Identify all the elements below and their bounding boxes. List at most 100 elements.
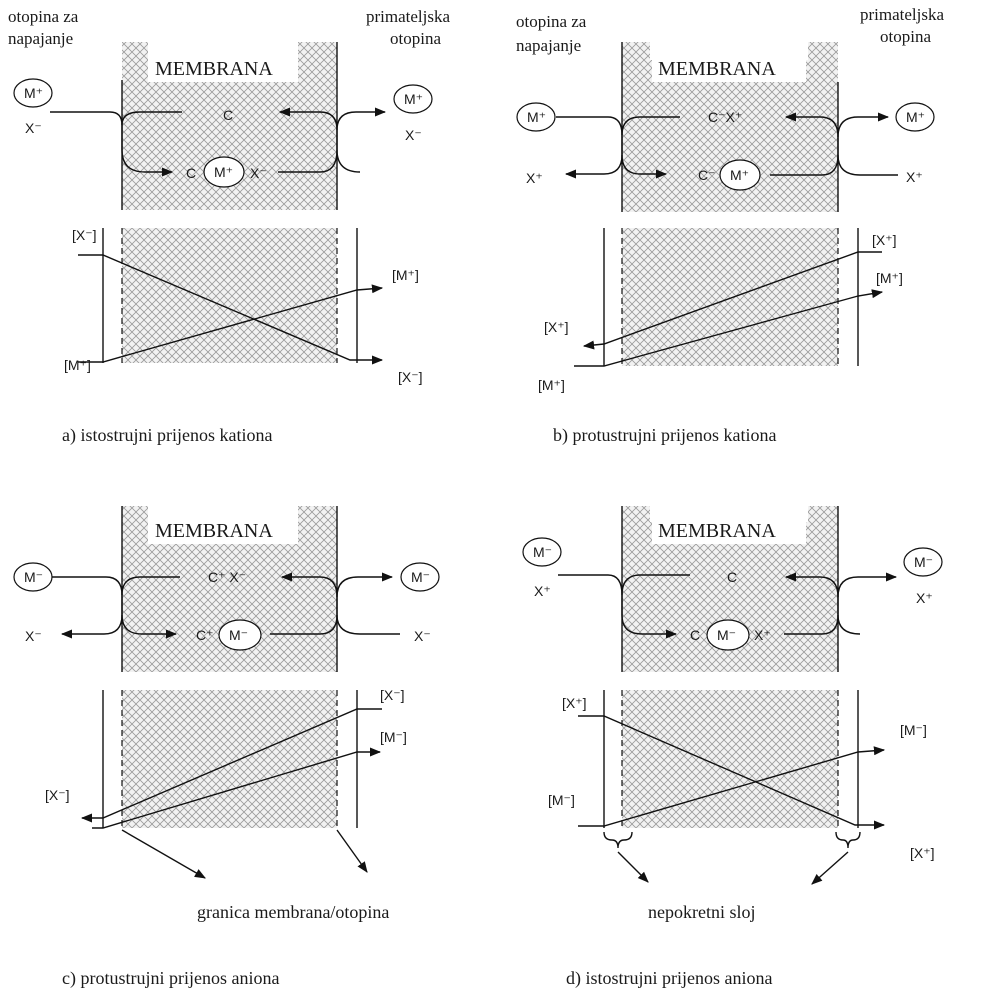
ion-circle-complex <box>706 619 750 651</box>
counter-ion-left: X⁺ <box>526 170 543 186</box>
stagnant-arrow-left <box>617 851 649 883</box>
boundary-note: granica membrana/otopina <box>197 902 389 922</box>
graph-label-left-bottom: [M⁻] <box>548 792 575 808</box>
profile-membrane-region <box>622 228 838 366</box>
graph-label-right-mid: [M⁺] <box>876 270 903 286</box>
profile-x-line <box>78 254 384 365</box>
panel-caption: a) istostrujni prijenos kationa <box>62 425 272 446</box>
ion-circle-right <box>903 547 943 577</box>
ion-circle-right <box>400 562 440 592</box>
membrane-title-box <box>652 48 806 82</box>
carrier-top: C⁻X⁺ <box>708 109 742 125</box>
graph-label-right-top: [X⁺] <box>872 232 897 248</box>
ion-complex: M⁻ <box>717 627 736 643</box>
carrier-bottom: C <box>690 627 700 643</box>
carrier-bottom: C⁻ <box>698 167 716 183</box>
graph-label-left-bottom: [M⁺] <box>538 377 565 393</box>
graph-label-left-bottom: [M⁺] <box>64 357 91 373</box>
profile-m-line <box>78 284 384 363</box>
release-arrow-right <box>837 112 890 138</box>
ion-left: M⁻ <box>533 544 552 560</box>
counter-ion-complex: X⁻ <box>250 165 267 181</box>
release-arrow-right <box>336 107 387 131</box>
carrier-path-right <box>270 572 338 635</box>
ion-left: M⁺ <box>24 85 43 101</box>
ion-right: M⁺ <box>404 91 423 107</box>
profile-membrane-region <box>122 690 337 828</box>
panel-b: otopina za napajanje primateljska otopin… <box>516 5 944 446</box>
counter-ion-right: X⁺ <box>906 169 923 185</box>
carrier-right-lower <box>336 149 361 173</box>
graph-label-left-top: [X⁺] <box>562 695 587 711</box>
stagnant-note: nepokretni sloj <box>648 902 755 922</box>
graph-label-right-bottom: [X⁻] <box>398 369 423 385</box>
ion-complex: M⁻ <box>229 627 248 643</box>
carrier-path-left <box>558 574 678 639</box>
carrier-top: C⁺ X⁻ <box>208 569 246 585</box>
carrier-top: C <box>223 107 233 123</box>
feed-solution-label-line2: napajanje <box>516 36 581 55</box>
graph-label-right-mid: [M⁻] <box>380 729 407 745</box>
carrier-right-lower <box>837 154 898 176</box>
profile-x-line <box>582 251 882 350</box>
carrier-top-left <box>621 574 690 596</box>
carrier-top-left <box>121 576 180 596</box>
ion-circle-right <box>393 84 433 114</box>
membrane-region <box>622 42 838 212</box>
ion-left: M⁻ <box>24 569 43 585</box>
membrane-title-box <box>652 510 806 544</box>
ion-right: M⁻ <box>914 554 933 570</box>
profile-m-line <box>92 747 382 829</box>
profile-x-line <box>578 715 886 830</box>
graph-label-left-mid: [X⁺] <box>544 319 569 335</box>
membrane-title: MEMBRANA <box>155 520 273 542</box>
carrier-top-left <box>121 111 182 126</box>
carrier-path-right <box>784 572 839 635</box>
receiving-solution-label-line1: primateljska <box>366 7 450 26</box>
carrier-top: C <box>727 569 737 585</box>
stagnant-brace-left <box>603 831 633 849</box>
feed-solution-label-line2: napajanje <box>8 29 73 48</box>
membrane-region <box>122 42 337 210</box>
graph-label-right-top: [X⁻] <box>380 687 405 703</box>
release-arrow-right <box>837 572 898 598</box>
graph-label-left-top: [X⁻] <box>72 227 97 243</box>
ion-right: M⁻ <box>411 569 430 585</box>
counter-ion-left: X⁻ <box>25 628 42 644</box>
graph-label-right-bottom: [X⁺] <box>910 845 935 861</box>
counter-ion-left: X⁻ <box>25 120 42 136</box>
carrier-path-right <box>770 112 839 176</box>
ion-circle-complex <box>719 159 761 191</box>
profile-membrane-region <box>122 228 337 363</box>
panel-caption: c) protustrujni prijenos aniona <box>62 968 279 989</box>
ion-circle-left <box>516 102 556 132</box>
panel-c: MEMBRANA M⁻ X⁻ C⁺ X⁻ C⁺ M⁻ M⁻ X⁻ [X⁻] [M… <box>13 506 440 989</box>
ion-circle-complex <box>218 619 262 651</box>
ion-complex: M⁺ <box>214 164 233 180</box>
carrier-bottom: C <box>186 165 196 181</box>
feed-solution-label-line1: otopina za <box>8 7 79 26</box>
graph-label-right-top: [M⁻] <box>900 722 927 738</box>
carrier-path-right <box>278 107 338 173</box>
stagnant-arrow-right <box>811 851 849 885</box>
counter-ion-right: X⁻ <box>405 127 422 143</box>
ion-right: M⁺ <box>906 109 925 125</box>
carrier-bottom: C⁺ <box>196 627 214 643</box>
panel-caption: b) protustrujni prijenos kationa <box>553 425 776 446</box>
carrier-top-left <box>621 116 680 136</box>
membrane-title: MEMBRANA <box>658 58 776 80</box>
profile-x-line <box>80 708 382 823</box>
boundary-arrow-right <box>336 829 368 873</box>
profile-m-line <box>574 289 884 367</box>
carrier-path-left <box>50 111 174 177</box>
counter-ion-right: X⁻ <box>414 628 431 644</box>
graph-label-right-top: [M⁺] <box>392 267 419 283</box>
counter-ion-complex: X⁺ <box>754 627 771 643</box>
release-arrow-left <box>60 614 123 639</box>
receiving-solution-label-line1: primateljska <box>860 5 944 24</box>
release-arrow-right <box>336 572 394 598</box>
profile-m-line <box>578 746 886 827</box>
feed-solution-label-line1: otopina za <box>516 12 587 31</box>
counter-ion-left: X⁺ <box>534 583 551 599</box>
